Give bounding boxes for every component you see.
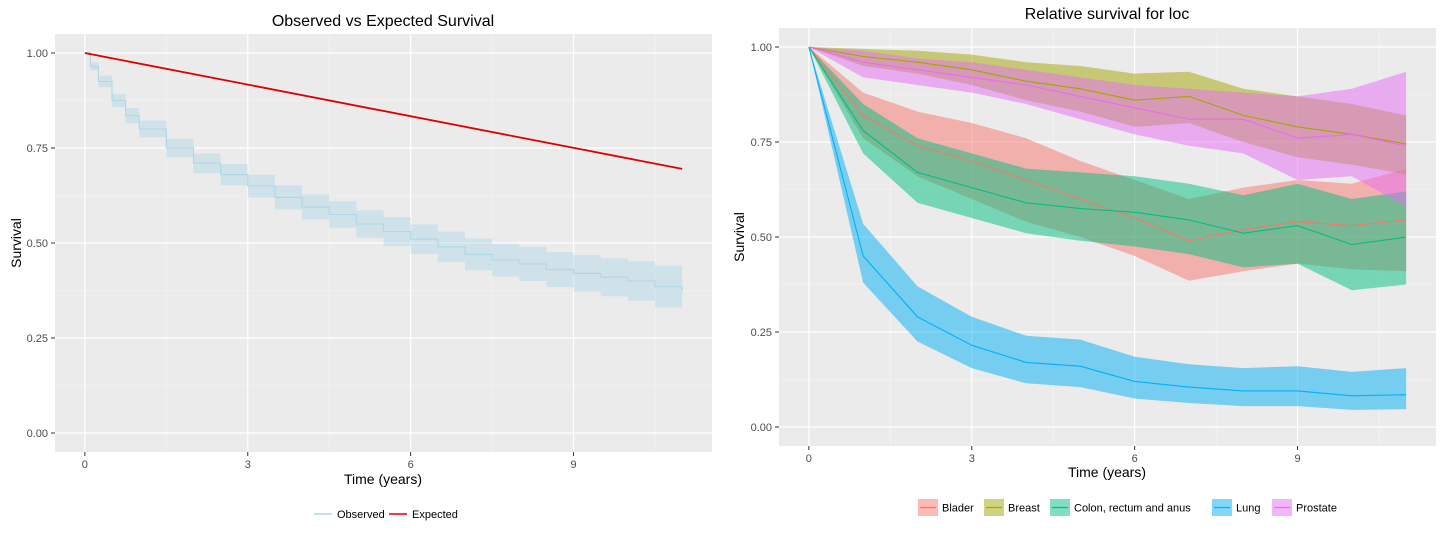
x-tick-label: 9: [570, 459, 576, 471]
series-line-colon-rectum-and-anus: [808, 46, 1407, 246]
x-tick-label: 0: [806, 453, 812, 465]
y-axis-ticks: 0.00 0.25 0.50 0.75 1.00: [27, 48, 55, 440]
y-tick-label: 0.00: [751, 422, 772, 434]
y-tick-label: 1.00: [27, 48, 48, 60]
series-line-blader: [808, 46, 1407, 242]
series-lines: [84, 52, 683, 291]
chart-title: Relative survival for loc: [1025, 6, 1190, 23]
x-tick-label: 3: [245, 459, 251, 471]
x-axis-label: Time (years): [344, 471, 422, 487]
confidence-band-colon-rectum-and-anus: [808, 47, 1407, 291]
series-line-observed: [84, 52, 683, 291]
x-axis-ticks: 0 3 6 9: [806, 446, 1301, 465]
confidence-bands: [84, 53, 683, 308]
legend-label-observed: Observed: [337, 509, 385, 521]
legend-label-expected: Expected: [412, 509, 458, 521]
series-line-breast: [808, 46, 1407, 145]
chart-observed-vs-expected: Observed vs Expected Survival 0.000.250.…: [8, 13, 712, 521]
series-line-expected: [84, 52, 683, 170]
y-tick-label: 0.25: [751, 327, 772, 339]
y-axis-label: Survival: [731, 212, 747, 262]
y-tick-label: 0.25: [27, 333, 48, 345]
legend-label-blader: Blader: [942, 503, 974, 515]
y-tick-label: 0.75: [751, 137, 772, 149]
x-tick-label: 6: [1132, 453, 1138, 465]
y-tick-label: 0.00: [27, 428, 48, 440]
legend-label-breast: Breast: [1008, 503, 1040, 515]
chart-title: Observed vs Expected Survival: [272, 13, 494, 30]
chart-relative-survival: Relative survival for loc 0.000.250.500.…: [731, 6, 1436, 516]
x-tick-label: 0: [82, 459, 88, 471]
legend-label-colon-rectum-and-anus: Colon, rectum and anus: [1074, 503, 1191, 515]
y-tick-label: 0.75: [27, 143, 48, 155]
legend: Blader Breast Colon, rectum and anus Lung Pr…: [918, 499, 1337, 516]
legend-label-prostate: Prostate: [1296, 503, 1337, 515]
series-lines: [808, 46, 1407, 397]
x-tick-label: 6: [408, 459, 414, 471]
series-line-lung: [808, 46, 1407, 397]
y-axis-ticks: 0.00 0.25 0.50 0.75 1.00: [751, 42, 779, 434]
confidence-band-lung: [808, 47, 1407, 410]
confidence-bands: [808, 47, 1407, 410]
y-axis-label: Survival: [8, 218, 24, 268]
confidence-band-observed: [84, 53, 683, 308]
x-tick-label: 3: [969, 453, 975, 465]
x-tick-label: 9: [1294, 453, 1300, 465]
gridlines: [55, 34, 712, 452]
legend: Observed Expected: [314, 509, 458, 521]
y-tick-label: 1.00: [751, 42, 772, 54]
confidence-band-prostate: [808, 47, 1407, 207]
series-line-prostate: [808, 46, 1407, 147]
y-tick-label: 0.50: [751, 232, 772, 244]
x-axis-ticks: 0 3 6 9: [82, 452, 577, 471]
y-tick-label: 0.50: [27, 238, 48, 250]
legend-label-lung: Lung: [1236, 503, 1260, 515]
x-axis-label: Time (years): [1068, 464, 1146, 480]
